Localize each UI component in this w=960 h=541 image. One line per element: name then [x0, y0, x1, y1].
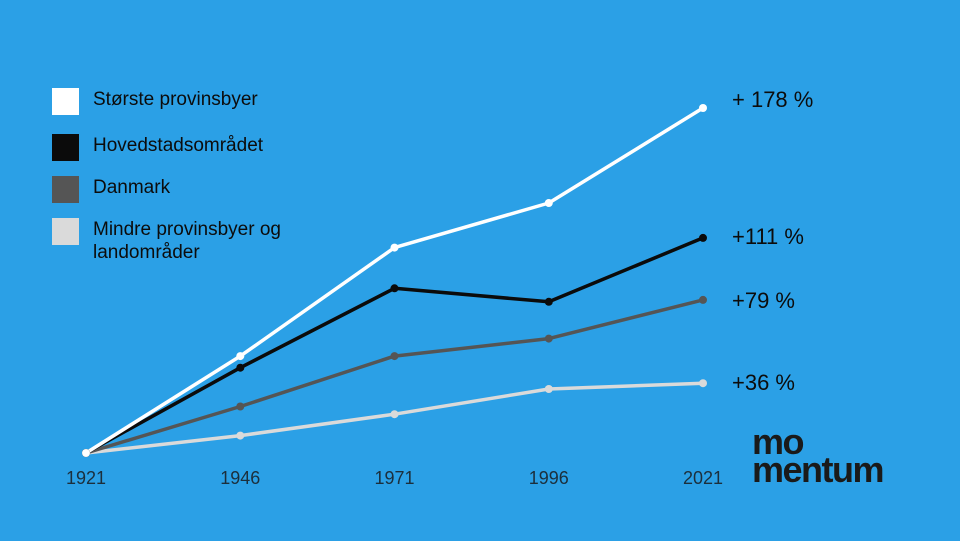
series-points — [82, 104, 707, 457]
data-point-danmark-2021 — [699, 295, 707, 304]
data-point-danmark-1996 — [544, 334, 553, 343]
legend-swatch-hovedstadsomradet — [52, 134, 79, 161]
data-point-mindre-provinsbyer-og-landomr-der-1946 — [236, 431, 245, 440]
legend-item-danmark: Danmark — [52, 176, 333, 203]
data-point-mindre-provinsbyer-og-landomr-der-1971 — [390, 410, 399, 419]
logo-line-2: mentum — [752, 449, 885, 490]
data-point-mindre-provinsbyer-og-landomr-der-1996 — [544, 385, 553, 393]
legend-swatch-danmark — [52, 176, 79, 203]
end-label-mindre-provinsbyer: +36 % — [732, 370, 795, 395]
legend-item-storste-provinsbyer: Største provinsbyer — [52, 88, 333, 115]
data-point-mindre-provinsbyer-og-landomr-der-2021 — [699, 379, 707, 388]
series-line-hovedstadsomr-det — [85, 236, 704, 455]
data-point-hovedstadsomr-det-2021 — [699, 233, 707, 242]
data-point-danmark-1946 — [236, 402, 245, 411]
legend-item-hovedstadsomradet: Hovedstadsområdet — [52, 134, 333, 161]
legend-swatch-mindre-provinsbyer — [52, 218, 79, 245]
data-point-hovedstadsomr-det-1971 — [390, 284, 399, 293]
momentum-logo: mo mentum — [752, 421, 885, 490]
data-point-hovedstadsomr-det-1946 — [236, 363, 245, 372]
end-label-hovedstadsomradet: +111 % — [732, 224, 804, 249]
legend-label: Største provinsbyer — [93, 89, 258, 110]
data-point-hovedstadsomr-det-1996 — [544, 297, 553, 306]
data-point-st-rste-provinsbyer-1946 — [236, 352, 245, 361]
legend-label: Danmark — [93, 177, 171, 198]
data-point-st-rste-provinsbyer-1921 — [82, 449, 90, 457]
x-tick-label-2021: 2021 — [683, 468, 723, 488]
end-label-danmark: +79 % — [732, 288, 795, 313]
x-tick-label-1996: 1996 — [529, 468, 569, 488]
legend-item-mindre-provinsbyer: Mindre provinsbyer og landområder — [52, 218, 293, 264]
end-label-storste-provinsbyer: + 178 % — [732, 87, 814, 112]
series-line-danmark — [85, 298, 704, 455]
data-point-st-rste-provinsbyer-1971 — [390, 243, 399, 252]
legend-swatch-storste-provinsbyer — [52, 88, 79, 115]
x-axis-ticks: 1921 1946 1971 1996 2021 — [66, 468, 723, 488]
x-tick-label-1921: 1921 — [66, 468, 106, 488]
data-point-danmark-1971 — [390, 352, 399, 361]
data-point-st-rste-provinsbyer-2021 — [699, 104, 707, 112]
legend-label: Hovedstadsområdet — [93, 135, 264, 156]
x-tick-label-1971: 1971 — [374, 468, 414, 488]
data-point-st-rste-provinsbyer-1996 — [544, 199, 553, 207]
x-tick-label-1946: 1946 — [220, 468, 260, 488]
logo-line-1: mo — [752, 421, 805, 462]
legend-label: Mindre provinsbyer og landområder — [93, 219, 281, 263]
